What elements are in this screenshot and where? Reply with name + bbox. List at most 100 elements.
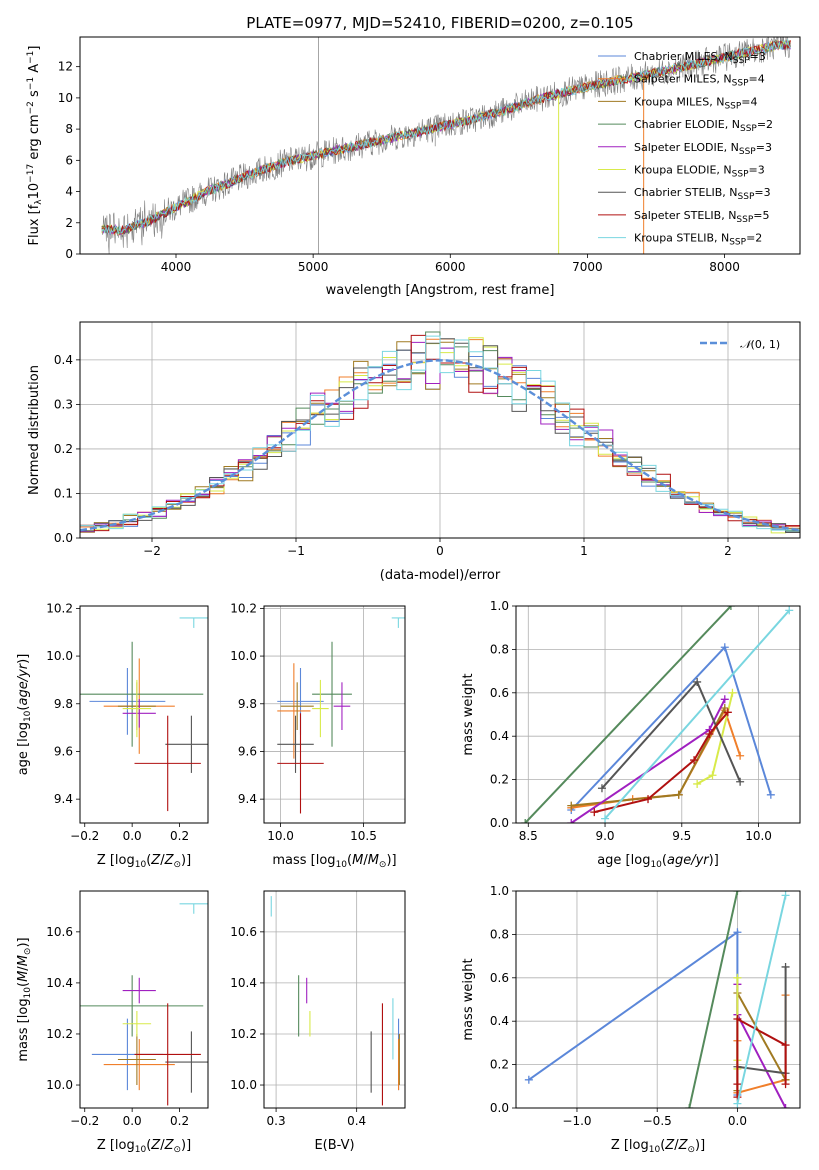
axes-weight_vs_Z: −1.0 −0.5 0.0 0.0 0.2 0.4 0.6 0.8 1.0 mass weight…	[461, 884, 801, 1155]
gaussian-curve	[80, 359, 800, 532]
data-point	[723, 708, 732, 717]
y-axis-label: mass weight	[461, 958, 476, 1040]
tick-label-y: 0.4	[490, 729, 509, 743]
tick-label-x: 10.0	[267, 829, 294, 843]
tick-label-x: −0.2	[70, 829, 99, 843]
data-point	[766, 790, 775, 799]
y-axis-label: mass weight	[461, 673, 476, 755]
tick-label-y: 10.0	[230, 1078, 257, 1092]
tick-label-y: 10.6	[46, 925, 73, 939]
tick-label-y: 1.0	[490, 599, 509, 613]
errorbar-chabrier-miles	[89, 668, 166, 735]
data-point	[781, 962, 790, 971]
axes-age_vs_mass: 10.0 10.5 9.4 9.6 9.8 10.0 10.2 mass [log10(M/M…	[230, 601, 406, 870]
data-point	[781, 1041, 790, 1050]
data-point	[693, 779, 702, 788]
tick-label-y: 9.8	[238, 697, 257, 711]
data-point	[644, 795, 653, 804]
axes-frame	[79, 605, 209, 824]
axes-frame	[263, 890, 406, 1109]
tick-label-x: 0.2	[170, 829, 189, 843]
axes-age_vs_Z: −0.2 0.0 0.2 9.4 9.6 9.8 10.0 10.2 Z [log10(Z/Z⊙…	[16, 601, 209, 870]
legend-label: Salpeter ELODIE, NSSP=3	[634, 141, 772, 157]
data-point	[685, 1104, 694, 1108]
tick-label-x: −2	[143, 544, 161, 558]
axes-residuals: −2 −1 0 1 2 0.0 0.1 0.2 0.3 0.4 (data-model)/error…	[27, 321, 801, 583]
errorbar-kroupa-elodie	[312, 679, 329, 738]
tick-label-y: 10	[58, 91, 73, 105]
errorbar-kroupa-stelib	[179, 617, 208, 628]
tick-label-y: 9.4	[238, 792, 257, 806]
data-point	[736, 751, 745, 760]
axes-frame	[515, 890, 801, 1109]
series-line	[736, 895, 787, 1104]
data-point	[781, 891, 790, 900]
errorbar-salpeter-stelib	[134, 1003, 201, 1106]
axes-frame	[79, 36, 801, 255]
data-point	[690, 756, 699, 765]
series-kroupa-elodie	[693, 688, 737, 788]
legend-label: Chabrier MILES, NSSP=3	[634, 50, 766, 66]
tick-label-y: 10.2	[46, 1027, 73, 1041]
axes-frame	[515, 605, 801, 824]
axes-spectrum: 4000 5000 6000 7000 8000 0 2 4 6 8 10 12 wavelength …	[26, 36, 801, 298]
legend-label: Kroupa ELODIE, NSSP=3	[634, 164, 765, 180]
tick-label-y: 0.3	[54, 397, 73, 411]
series-kroupa-stelib	[733, 891, 790, 1108]
data-point	[720, 643, 729, 652]
series-chabrier-elodie	[521, 606, 735, 823]
tick-label-y: 10.6	[230, 925, 257, 939]
series-chabrier-stelib	[597, 677, 745, 793]
tick-label-y: 0.2	[54, 442, 73, 456]
axes-mass_vs_Z: −0.2 0.0 0.2 10.0 10.2 10.4 10.6 Z [log10(Z/Z⊙)…	[16, 890, 209, 1155]
x-axis-label: E(B-V)	[314, 1138, 354, 1153]
data-point	[567, 819, 576, 823]
series-line	[688, 891, 739, 1108]
legend-label: Chabrier STELIB, NSSP=3	[634, 186, 771, 202]
data-point	[708, 771, 717, 780]
axes-frame	[79, 890, 209, 1109]
series-salpeter-stelib	[590, 708, 732, 817]
model-fit-kroupa-stelib	[101, 38, 791, 236]
legend-label: Salpeter MILES, NSSP=4	[634, 73, 765, 89]
errorbar-kroupa-miles	[280, 682, 314, 730]
tick-label-y: 2	[65, 216, 73, 230]
tick-label-y: 0.8	[490, 642, 509, 656]
y-axis-label: age [log10(age/yr)]	[16, 654, 33, 776]
data-point	[733, 1080, 742, 1089]
data-point	[567, 801, 576, 810]
panels: 4000 5000 6000 7000 8000024681012wavelength …	[16, 36, 801, 1155]
errorbar-kroupa-stelib	[391, 617, 405, 628]
legend-label: 𝒩(0, 1)	[740, 338, 780, 351]
errorbar-chabrier-stelib	[165, 1031, 208, 1093]
tick-label-y: 10.0	[46, 649, 73, 663]
data-point	[601, 814, 610, 823]
observed-spectrum	[101, 37, 791, 254]
errorbar-salpeter-miles	[103, 1039, 175, 1091]
data-point	[781, 1080, 790, 1089]
tick-label-y: 10.4	[230, 976, 257, 990]
tick-label-y: 0.1	[54, 486, 73, 500]
data-point	[705, 730, 714, 739]
x-axis-label: age [log10(age/yr)]	[597, 853, 719, 870]
tick-label-x: 10.0	[745, 829, 772, 843]
series-line	[604, 609, 791, 820]
tick-label-x: −1.0	[562, 1114, 591, 1128]
errorbar-salpeter-stelib	[277, 713, 324, 814]
data-point	[733, 928, 742, 937]
tick-label-y: 10.2	[46, 601, 73, 615]
tick-label-y: 12	[58, 60, 73, 74]
errorbar-salpeter-stelib	[134, 715, 201, 812]
tick-label-y: 8	[65, 122, 73, 136]
tick-label-x: 0.2	[170, 1114, 189, 1128]
data-point	[728, 688, 737, 697]
x-axis-label: (data-model)/error	[380, 568, 501, 583]
plot-area-weight_vs_Z	[524, 891, 790, 1108]
tick-label-y: 0.6	[490, 686, 509, 700]
plot-area-weight_vs_age	[521, 606, 794, 823]
tick-label-x: 6000	[435, 260, 466, 274]
tick-label-x: 1	[580, 544, 588, 558]
tick-label-y: 1.0	[490, 884, 509, 898]
